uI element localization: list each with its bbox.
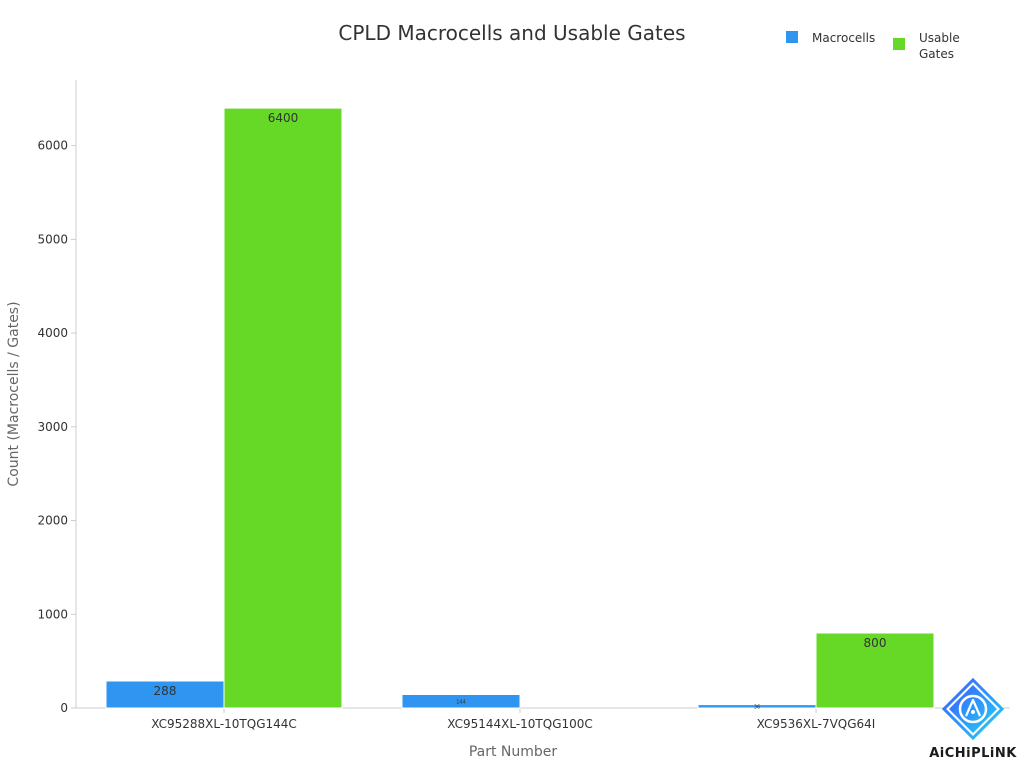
y-tick-label: 2000 (37, 514, 68, 528)
legend-label: Macrocells (812, 31, 875, 45)
aichiplink-logo-icon: AiCHiPLiNK (929, 677, 1017, 761)
legend-label: Usable (919, 31, 960, 45)
legend-swatch (786, 31, 798, 43)
data-label: 800 (864, 636, 887, 650)
x-axis-ticks: XC95288XL-10TQG144C XC95144XL-10TQG100C XC… (151, 708, 875, 731)
data-label: 288 (154, 684, 177, 698)
bar-macrocells (401, 694, 521, 709)
y-tick-label: 1000 (37, 607, 68, 621)
bar-usable-gates (815, 632, 935, 709)
bar-usable-gates (223, 107, 343, 709)
y-tick-label: 4000 (37, 326, 68, 340)
y-tick-label: 5000 (37, 232, 68, 246)
y-tick-label: 6000 (37, 139, 68, 153)
data-label: 6400 (268, 111, 299, 125)
x-axis-title: Part Number (469, 744, 558, 760)
y-axis-title: Count (Macrocells / Gates) (6, 301, 22, 486)
x-tick-label: XC95144XL-10TQG100C (447, 717, 593, 731)
bar-macrocells (105, 680, 225, 709)
logo-text: AiCHiPLiNK (929, 746, 1017, 761)
y-tick-label: 3000 (37, 420, 68, 434)
data-label: 144 (456, 699, 466, 705)
legend-label: Gates (919, 47, 954, 61)
x-tick-label: XC9536XL-7VQG64I (757, 717, 876, 731)
y-axis-ticks: 0 1000 2000 3000 4000 5000 6000 (37, 139, 76, 715)
x-tick-label: XC95288XL-10TQG144C (151, 717, 297, 731)
data-labels: 288 6400 144 36 800 (154, 111, 887, 710)
bars (105, 107, 935, 709)
legend: Macrocells Usable Gates (786, 31, 960, 61)
data-label: 36 (754, 704, 760, 710)
y-tick-label: 0 (60, 701, 68, 715)
legend-swatch (893, 38, 905, 50)
chart-title: CPLD Macrocells and Usable Gates (338, 21, 685, 45)
